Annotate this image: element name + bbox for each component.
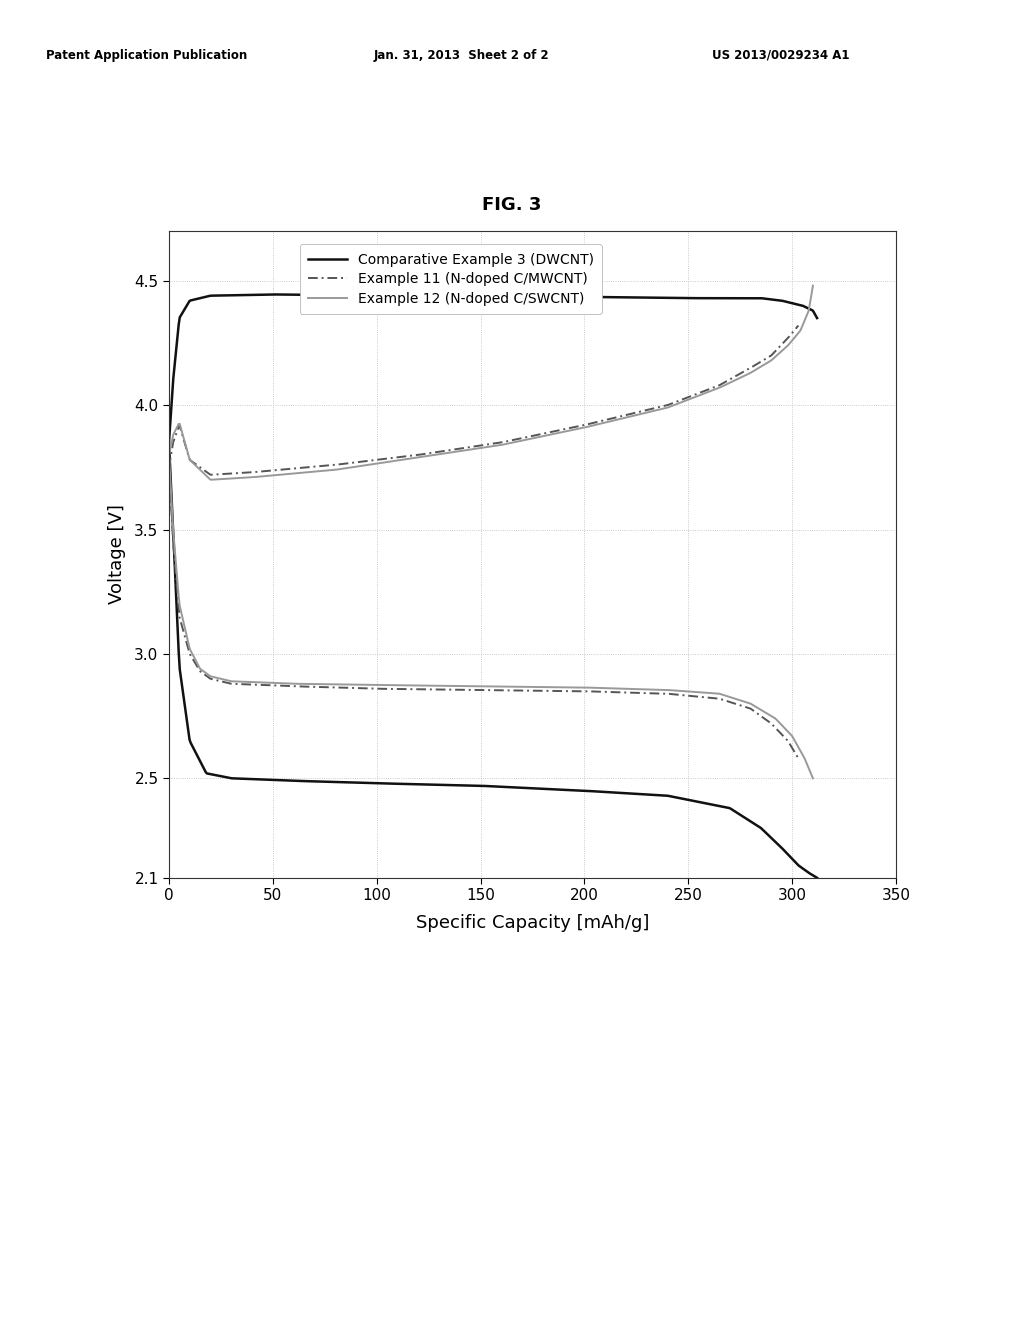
Text: Patent Application Publication: Patent Application Publication <box>46 49 248 62</box>
Text: US 2013/0029234 A1: US 2013/0029234 A1 <box>712 49 849 62</box>
Legend: Comparative Example 3 (DWCNT), Example 11 (N-doped C/MWCNT), Example 12 (N-doped: Comparative Example 3 (DWCNT), Example 1… <box>299 244 602 314</box>
Text: Jan. 31, 2013  Sheet 2 of 2: Jan. 31, 2013 Sheet 2 of 2 <box>374 49 550 62</box>
Text: FIG. 3: FIG. 3 <box>482 195 542 214</box>
Y-axis label: Voltage [V]: Voltage [V] <box>108 504 126 605</box>
X-axis label: Specific Capacity [mAh/g]: Specific Capacity [mAh/g] <box>416 915 649 932</box>
